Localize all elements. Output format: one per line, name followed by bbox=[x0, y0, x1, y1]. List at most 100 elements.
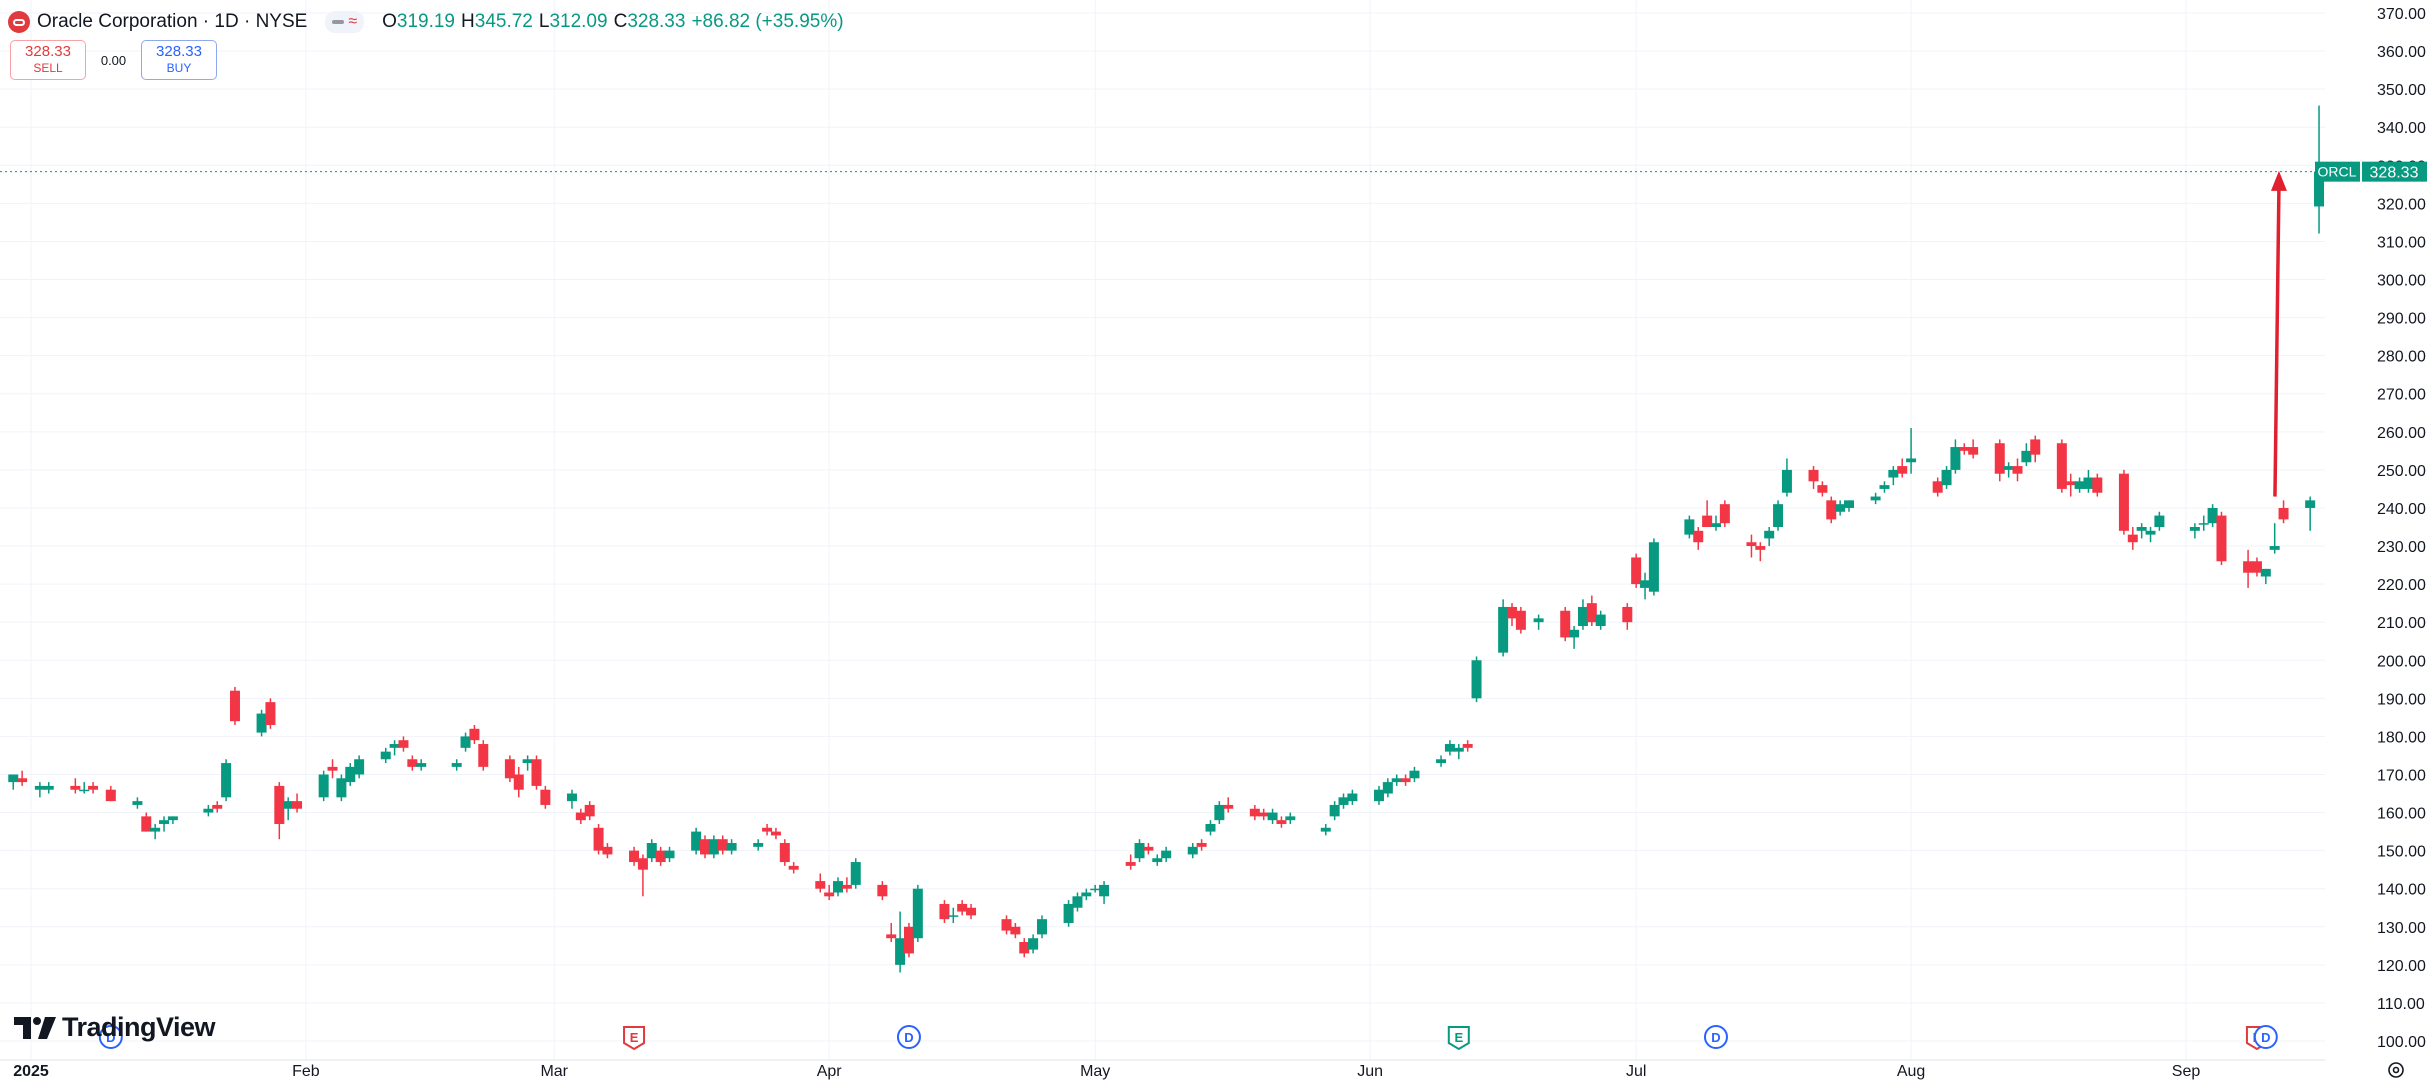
high-label: H bbox=[461, 11, 475, 32]
candle-body bbox=[850, 862, 861, 885]
candle-body bbox=[2003, 466, 2014, 470]
tag-value-bg bbox=[2362, 161, 2427, 182]
price-tick-label: 240.00 bbox=[2377, 501, 2426, 518]
candle-body bbox=[1063, 903, 1074, 923]
price-tick-label: 250.00 bbox=[2377, 463, 2426, 480]
candle-body bbox=[1285, 816, 1296, 821]
candle-body bbox=[1462, 744, 1473, 748]
candle-body bbox=[1631, 557, 1642, 585]
time-tick-label: Apr bbox=[817, 1063, 843, 1080]
candle-body bbox=[1338, 797, 1349, 805]
candle-body bbox=[2189, 527, 2200, 531]
arrow-shaft bbox=[2273, 186, 2281, 497]
candle-body bbox=[1391, 778, 1402, 783]
candle-body bbox=[1099, 884, 1110, 897]
price-tick-label: 270.00 bbox=[2377, 387, 2426, 404]
candle-body bbox=[88, 785, 99, 790]
candle-body bbox=[1586, 603, 1597, 623]
price-tick-label: 110.00 bbox=[2377, 996, 2425, 1013]
high-value: 345.72 bbox=[474, 11, 533, 32]
oracle-logo-icon bbox=[8, 11, 30, 33]
candle-body bbox=[43, 785, 54, 790]
settings-gear-icon[interactable] bbox=[2388, 1062, 2404, 1078]
candle-body bbox=[1249, 808, 1260, 817]
time-tick-label: Aug bbox=[1897, 1063, 1925, 1080]
candle-body bbox=[1019, 942, 1030, 954]
price-tick-label: 200.00 bbox=[2377, 653, 2426, 670]
candle-body bbox=[354, 759, 365, 775]
dividend-event-icon[interactable]: D bbox=[98, 1025, 123, 1049]
candle-body bbox=[1214, 804, 1225, 821]
candle-body bbox=[2056, 443, 2067, 489]
candle-body bbox=[691, 831, 702, 851]
candle-body bbox=[1125, 862, 1136, 866]
sell-label: SELL bbox=[33, 61, 63, 75]
candle-body bbox=[1994, 443, 2005, 474]
buy-button[interactable]: 328.33 BUY bbox=[141, 40, 217, 80]
candle-body bbox=[699, 839, 710, 855]
candle-body bbox=[2092, 477, 2103, 493]
candle-body bbox=[1640, 580, 1651, 588]
time-axis[interactable]: 2025 Feb Mar Apr May Jun Jul Aug Sep bbox=[13, 1063, 2200, 1080]
candle-body bbox=[105, 789, 116, 802]
price-axis[interactable]: 100.00 110.00 120.00 130.00 140.00 150.00 160.… bbox=[2377, 6, 2426, 1051]
candle-body bbox=[1028, 938, 1039, 950]
candle-body bbox=[841, 884, 852, 889]
candle-body bbox=[877, 884, 888, 897]
tradingview-wordmark: TradingView bbox=[62, 1012, 216, 1042]
candle-body bbox=[629, 850, 640, 863]
candle-body bbox=[2074, 481, 2085, 489]
tag-value: 328.33 bbox=[2370, 165, 2419, 182]
candle-body bbox=[1161, 850, 1172, 859]
candle-body bbox=[717, 839, 728, 851]
candle-body bbox=[1267, 812, 1278, 821]
buy-label: BUY bbox=[166, 61, 192, 75]
symbol-title[interactable]: Oracle Corporation · 1D · NYSE bbox=[37, 11, 308, 32]
annotation-arrow[interactable] bbox=[2270, 170, 2287, 497]
candle-body bbox=[17, 778, 28, 783]
price-tick-label: 320.00 bbox=[2377, 196, 2426, 213]
candle-body bbox=[1258, 812, 1269, 817]
candle-body bbox=[513, 774, 524, 790]
candle-body bbox=[2269, 546, 2280, 550]
candle-body bbox=[221, 763, 232, 798]
candle-body bbox=[655, 850, 666, 863]
candle-body bbox=[770, 831, 781, 836]
candle-body bbox=[788, 865, 799, 870]
candle-body bbox=[2012, 466, 2023, 474]
price-tick-label: 280.00 bbox=[2377, 349, 2426, 366]
candle-body bbox=[283, 801, 294, 809]
earnings-event-icon[interactable]: E bbox=[1447, 1026, 1470, 1051]
sell-button[interactable]: 328.33 SELL bbox=[10, 40, 86, 80]
time-tick-label: 2025 bbox=[13, 1063, 49, 1080]
candle-body bbox=[522, 759, 533, 764]
candle-body bbox=[203, 808, 214, 813]
candle-body bbox=[1409, 770, 1420, 779]
candle-body bbox=[2021, 450, 2032, 463]
dividend-event-icon[interactable]: D bbox=[896, 1025, 921, 1049]
candle-body bbox=[79, 789, 90, 792]
indicator-toggle[interactable]: ≈ bbox=[325, 11, 365, 33]
candle-body bbox=[1773, 504, 1784, 527]
candle-body bbox=[8, 774, 19, 783]
candle-body bbox=[1533, 618, 1544, 623]
price-tick-label: 310.00 bbox=[2377, 234, 2426, 251]
tradingview-logo[interactable]: TradingView bbox=[14, 1012, 216, 1043]
price-tick-label: 210.00 bbox=[2377, 615, 2426, 632]
candle-body bbox=[1471, 660, 1482, 699]
candle-body bbox=[1515, 610, 1526, 630]
dividend-event-icon[interactable]: D bbox=[2253, 1025, 2278, 1049]
dividend-event-icon[interactable]: D bbox=[1703, 1025, 1728, 1049]
price-tick-label: 120.00 bbox=[2377, 958, 2426, 975]
candle-body bbox=[159, 820, 170, 824]
candle-body bbox=[167, 816, 178, 821]
earnings-event-icon[interactable]: E bbox=[623, 1026, 646, 1051]
candle-body bbox=[478, 744, 489, 767]
buy-price: 328.33 bbox=[156, 43, 202, 60]
time-tick-label: Feb bbox=[292, 1063, 320, 1080]
candle-body bbox=[762, 827, 773, 832]
price-tick-label: 180.00 bbox=[2377, 729, 2426, 746]
candle-body bbox=[1781, 469, 1792, 493]
time-tick-label: Jul bbox=[1626, 1063, 1646, 1080]
